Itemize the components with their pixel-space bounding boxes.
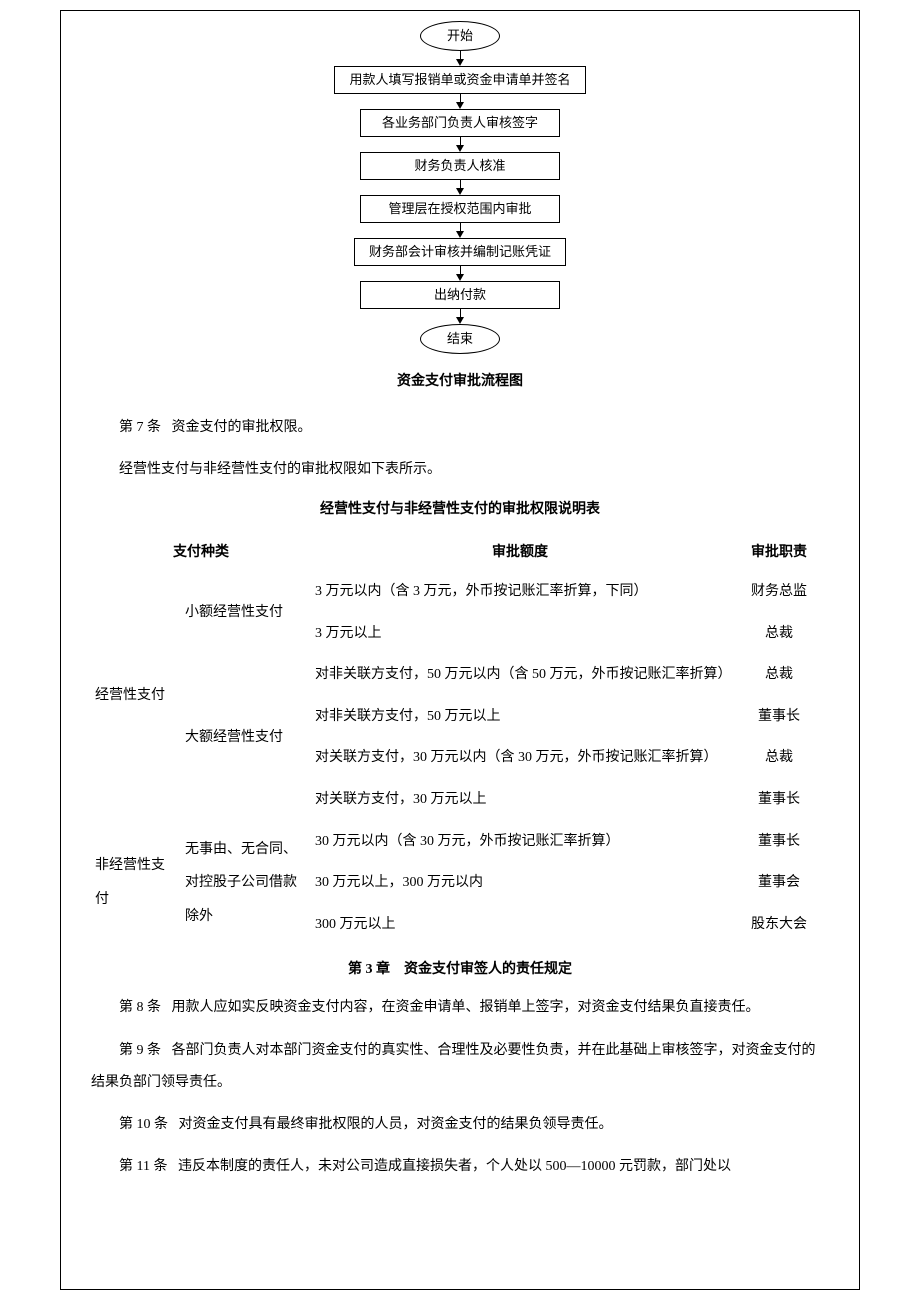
table-limit: 30 万元以内（含 30 万元，外币按记账汇率折算） — [311, 821, 729, 863]
table-limit: 对关联方支付，30 万元以内（含 30 万元，外币按记账汇率折算） — [311, 737, 729, 779]
article-8-text: 用款人应如实反映资金支付内容，在资金申请单、报销单上签字，对资金支付结果负直接责… — [172, 1000, 760, 1015]
article-11-label: 第 11 条 — [119, 1159, 167, 1174]
table-role: 股东大会 — [729, 904, 829, 946]
chapter-3-title: 第 3 章 资金支付审签人的责任规定 — [91, 957, 829, 982]
flowchart-step-4: 管理层在授权范围内审批 — [360, 195, 560, 223]
flowchart-step-6: 出纳付款 — [360, 281, 560, 309]
table-row: 大额经营性支付 对非关联方支付，50 万元以内（含 50 万元，外币按记账汇率折… — [91, 654, 829, 696]
table-limit: 对非关联方支付，50 万元以内（含 50 万元，外币按记账汇率折算） — [311, 654, 729, 696]
table-role: 总裁 — [729, 654, 829, 696]
flowchart-step-3: 财务负责人核准 — [360, 152, 560, 180]
article-7-label: 第 7 条 — [119, 420, 161, 435]
flowchart-step-5: 财务部会计审核并编制记账凭证 — [354, 238, 566, 266]
table-role: 董事长 — [729, 821, 829, 863]
article-11-text: 违反本制度的责任人，未对公司造成直接损失者，个人处以 500—10000 元罚款… — [178, 1159, 731, 1174]
flowchart-start-node: 开始 — [420, 21, 500, 51]
article-7-text: 资金支付的审批权限。 — [172, 420, 312, 435]
table-header-role: 审批职责 — [729, 534, 829, 571]
table-header-limit: 审批额度 — [311, 534, 729, 571]
table-row: 非经营性支付 无事由、无合同、对控股子公司借款除外 30 万元以内（含 30 万… — [91, 821, 829, 863]
approval-table: 支付种类 审批额度 审批职责 经营性支付 小额经营性支付 3 万元以内（含 3 … — [91, 534, 829, 946]
table-header-row: 支付种类 审批额度 审批职责 — [91, 534, 829, 571]
flowchart-end-node: 结束 — [420, 324, 500, 354]
page-container: 开始 用款人填写报销单或资金申请单并签名 各业务部门负责人审核签字 财务负责人核… — [60, 10, 860, 1290]
article-7: 第 7 条 资金支付的审批权限。 — [91, 412, 829, 444]
table-intro-text: 经营性支付与非经营性支付的审批权限如下表所示。 — [91, 454, 829, 486]
table-limit: 对非关联方支付，50 万元以上 — [311, 696, 729, 738]
table-row: 经营性支付 小额经营性支付 3 万元以内（含 3 万元，外币按记账汇率折算，下同… — [91, 571, 829, 613]
table-header-category: 支付种类 — [91, 534, 311, 571]
article-9: 第 9 条 各部门负责人对本部门资金支付的真实性、合理性及必要性负责，并在此基础… — [91, 1035, 829, 1099]
article-11: 第 11 条 违反本制度的责任人，未对公司造成直接损失者，个人处以 500—10… — [91, 1151, 829, 1183]
table-cat2: 小额经营性支付 — [181, 571, 311, 654]
article-9-label: 第 9 条 — [119, 1043, 161, 1058]
table-cat2: 无事由、无合同、对控股子公司借款除外 — [181, 821, 311, 946]
flowchart-title: 资金支付审批流程图 — [91, 369, 829, 394]
table-limit: 30 万元以上，300 万元以内 — [311, 862, 729, 904]
table-limit: 300 万元以上 — [311, 904, 729, 946]
table-limit: 3 万元以上 — [311, 613, 729, 655]
table-cat1: 经营性支付 — [91, 571, 181, 821]
flowchart-step-2: 各业务部门负责人审核签字 — [360, 109, 560, 137]
table-role: 总裁 — [729, 613, 829, 655]
article-8: 第 8 条 用款人应如实反映资金支付内容，在资金申请单、报销单上签字，对资金支付… — [91, 992, 829, 1024]
table-limit: 3 万元以内（含 3 万元，外币按记账汇率折算，下同） — [311, 571, 729, 613]
flowchart: 开始 用款人填写报销单或资金申请单并签名 各业务部门负责人审核签字 财务负责人核… — [91, 21, 829, 354]
table-title: 经营性支付与非经营性支付的审批权限说明表 — [91, 497, 829, 522]
table-role: 董事长 — [729, 779, 829, 821]
table-cat2: 大额经营性支付 — [181, 654, 311, 820]
article-10: 第 10 条 对资金支付具有最终审批权限的人员，对资金支付的结果负领导责任。 — [91, 1109, 829, 1141]
table-role: 总裁 — [729, 737, 829, 779]
table-limit: 对关联方支付，30 万元以上 — [311, 779, 729, 821]
flowchart-step-1: 用款人填写报销单或资金申请单并签名 — [334, 66, 585, 94]
article-10-label: 第 10 条 — [119, 1117, 168, 1132]
article-10-text: 对资金支付具有最终审批权限的人员，对资金支付的结果负领导责任。 — [179, 1117, 613, 1132]
article-9-text: 各部门负责人对本部门资金支付的真实性、合理性及必要性负责，并在此基础上审核签字，… — [91, 1043, 816, 1090]
table-role: 财务总监 — [729, 571, 829, 613]
table-role: 董事会 — [729, 862, 829, 904]
article-8-label: 第 8 条 — [119, 1000, 161, 1015]
table-cat1: 非经营性支付 — [91, 821, 181, 946]
table-role: 董事长 — [729, 696, 829, 738]
